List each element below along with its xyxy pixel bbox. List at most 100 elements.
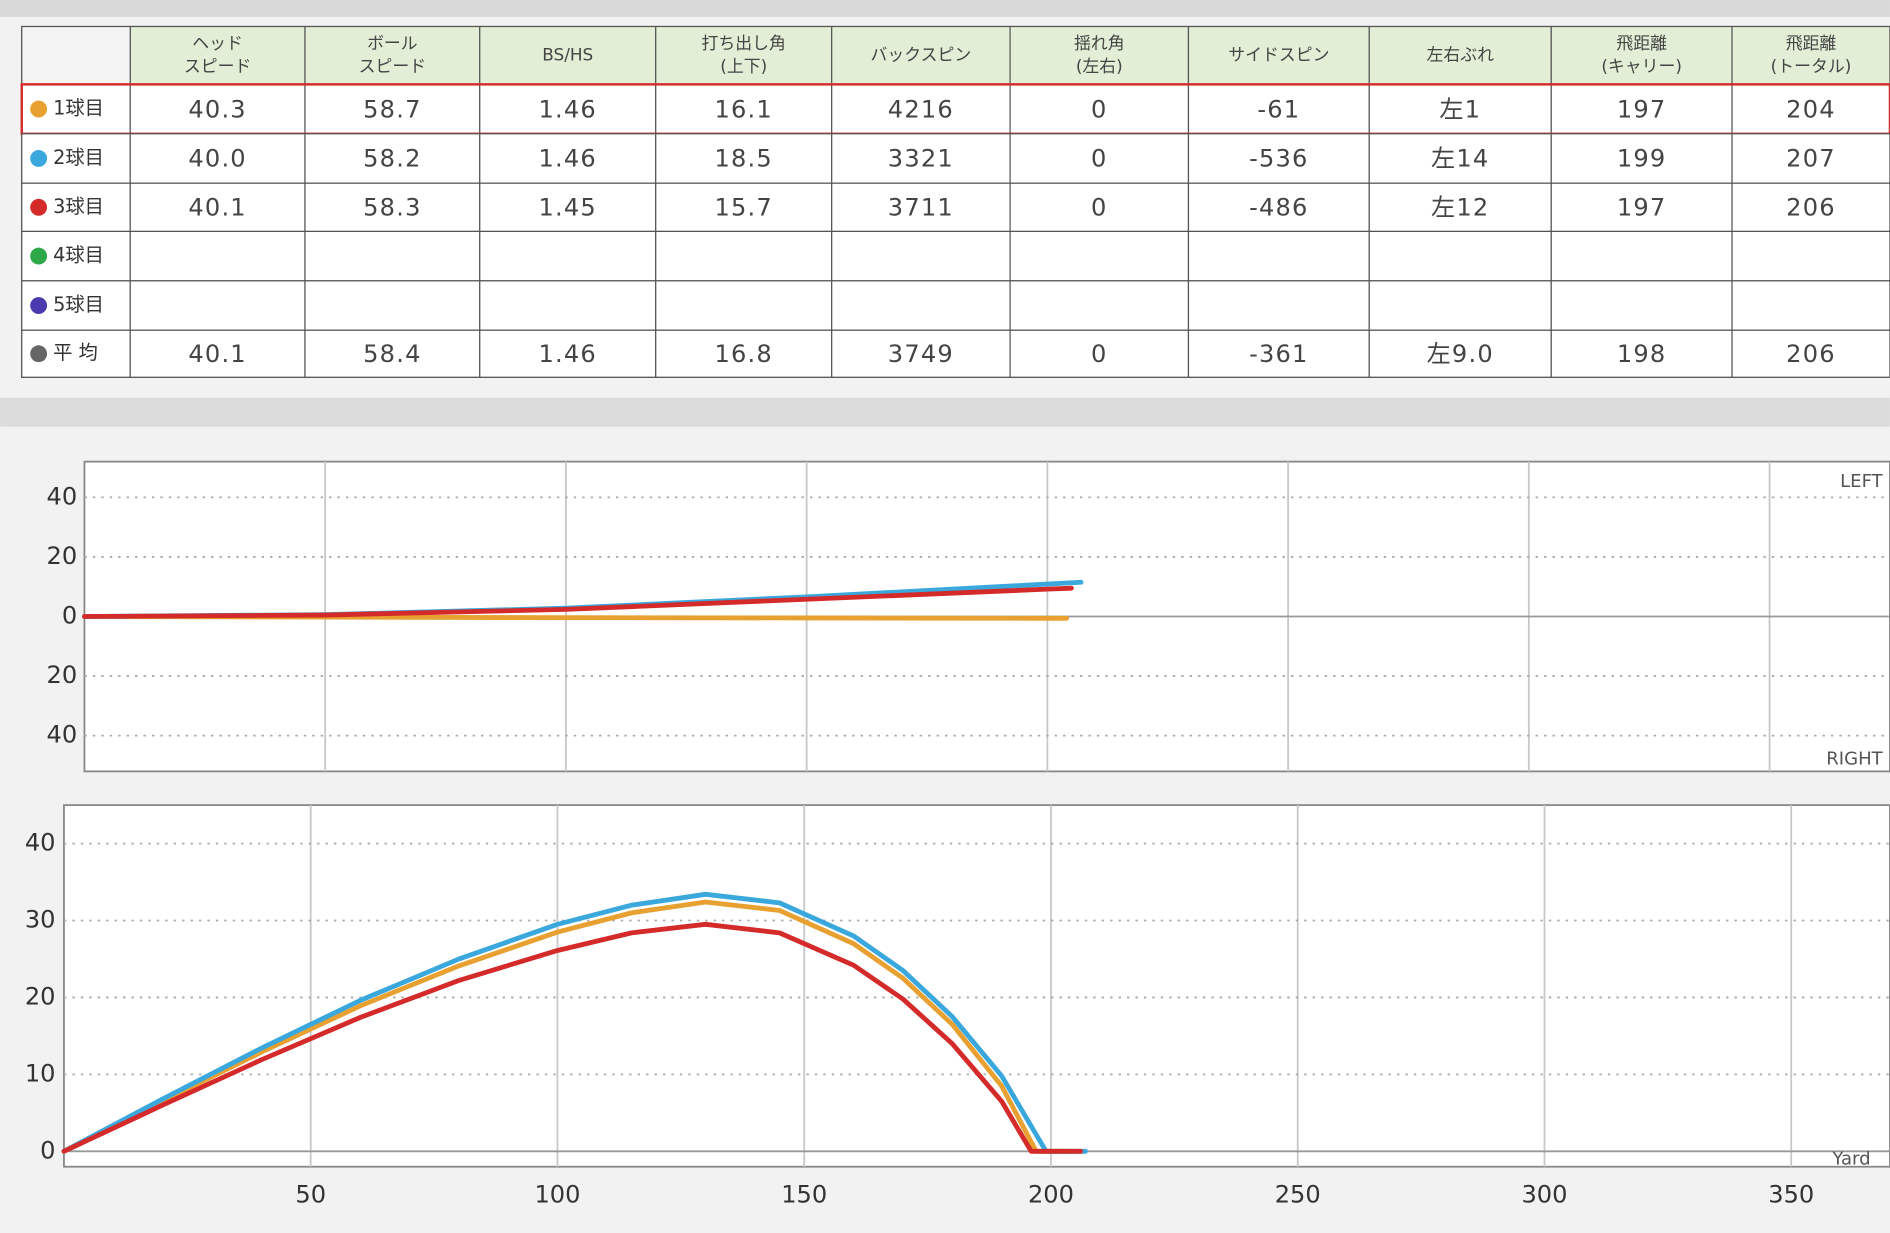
row-label: 平 均 — [53, 341, 98, 364]
data-cell — [1009, 329, 1190, 378]
x-tick-label: 100 — [534, 1181, 580, 1209]
y-tick-label: 20 — [25, 982, 56, 1010]
data-cell — [479, 329, 657, 378]
data-cell — [1368, 329, 1552, 378]
header-text: バックスピン — [871, 44, 972, 64]
data-cell — [304, 280, 481, 331]
header-text: (トータル) — [1771, 56, 1852, 76]
annotation: LEFT — [1840, 471, 1884, 492]
cell-value: 58.3 — [363, 194, 421, 222]
cell-value: 1.46 — [539, 95, 597, 123]
data-cell — [1187, 83, 1370, 135]
separator — [0, 397, 1890, 427]
annotation: RIGHT — [1826, 748, 1883, 769]
row-label: 1球目 — [53, 97, 104, 120]
x-tick-label: 150 — [781, 1181, 827, 1209]
data-cell — [1368, 83, 1552, 135]
data-cell — [831, 280, 1011, 331]
cell-value: 左1 — [1439, 95, 1481, 123]
y-tick-label: 0 — [62, 601, 77, 629]
data-cell — [129, 329, 306, 378]
row-label: 2球目 — [53, 146, 104, 169]
cell-value: 16.8 — [714, 340, 772, 368]
cell-value: 0 — [1091, 194, 1108, 222]
row-label: 3球目 — [53, 195, 104, 218]
data-cell — [129, 280, 306, 331]
row-dot — [30, 345, 48, 363]
data-cell — [304, 329, 481, 378]
x-tick-label: 350 — [1768, 1181, 1814, 1209]
data-cell — [129, 133, 306, 184]
data-cell — [1009, 83, 1190, 135]
y-tick-label: 10 — [25, 1059, 56, 1087]
series-line — [61, 891, 1088, 1154]
data-cell — [831, 182, 1011, 233]
y-tick-label: 40 — [25, 829, 56, 857]
cell-value: 1.46 — [539, 340, 597, 368]
header-text: 飛距離 — [1616, 33, 1667, 53]
data-cell — [1187, 329, 1370, 378]
header-text: スピード — [359, 56, 426, 76]
cell-value: 左9.0 — [1427, 340, 1494, 368]
cell-value: 左14 — [1431, 145, 1489, 173]
data-cell — [1550, 329, 1733, 378]
data-cell — [1009, 230, 1190, 282]
cell-value: 197 — [1617, 194, 1667, 222]
cell-value: 3749 — [888, 340, 954, 368]
data-cell — [129, 182, 306, 233]
data-cell — [479, 133, 657, 184]
x-tick-label: 50 — [295, 1181, 326, 1209]
cell-value: 198 — [1617, 340, 1667, 368]
data-cell — [1550, 280, 1733, 331]
data-cell — [1187, 280, 1370, 331]
series-line — [61, 899, 1074, 1154]
cell-value: 3321 — [888, 145, 954, 173]
cell-value: 4216 — [888, 95, 954, 123]
header-cell — [129, 25, 306, 85]
cell-value: 0 — [1091, 95, 1108, 123]
x-tick-label: 250 — [1275, 1181, 1321, 1209]
data-cell — [655, 280, 833, 331]
y-tick-label: 20 — [47, 542, 78, 570]
data-cell — [831, 329, 1011, 378]
cell-value: -361 — [1249, 340, 1309, 368]
data-cell — [1368, 280, 1552, 331]
header-cell — [304, 25, 481, 85]
y-tick-label: 40 — [47, 721, 78, 749]
cell-value: 207 — [1786, 145, 1836, 173]
header-text: ヘッド — [192, 33, 243, 53]
cell-value: 0 — [1091, 340, 1108, 368]
data-cell — [304, 230, 481, 282]
plot-area — [63, 804, 1890, 1168]
data-cell — [655, 230, 833, 282]
row-label: 5球目 — [53, 293, 104, 316]
data-cell — [129, 83, 306, 135]
data-cell — [1550, 230, 1733, 282]
data-cell — [831, 230, 1011, 282]
cell-value: 40.1 — [188, 340, 246, 368]
header-text: ボール — [367, 33, 418, 53]
row-label: 4球目 — [53, 244, 104, 267]
data-cell — [479, 83, 657, 135]
data-cell — [1731, 329, 1890, 378]
series-line — [82, 585, 1074, 619]
header-cell — [1550, 25, 1733, 85]
cell-value: 1.46 — [539, 145, 597, 173]
x-tick-label: 300 — [1521, 1181, 1567, 1209]
header-text: スピード — [184, 56, 251, 76]
data-cell — [655, 133, 833, 184]
top-bar — [0, 0, 1890, 17]
data-cell — [479, 280, 657, 331]
header-cell — [1009, 25, 1190, 85]
data-cell — [831, 133, 1011, 184]
data-cell — [1731, 182, 1890, 233]
header-text: サイドスピン — [1228, 44, 1329, 64]
cell-value: 204 — [1786, 95, 1836, 123]
row-dot — [30, 100, 48, 118]
data-cell — [304, 83, 481, 135]
data-cell — [304, 182, 481, 233]
data-cell — [129, 230, 306, 282]
header-text: (左右) — [1076, 56, 1123, 76]
